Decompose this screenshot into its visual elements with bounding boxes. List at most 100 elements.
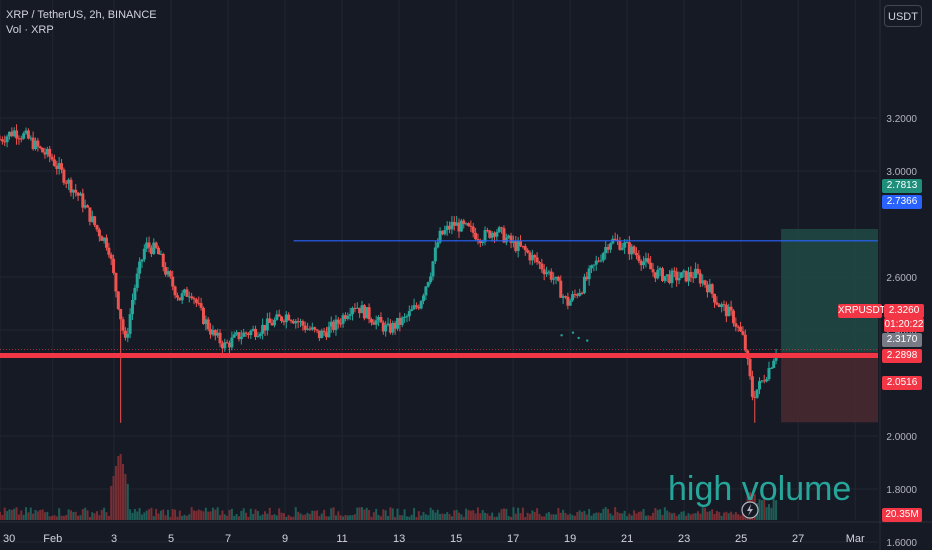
candle-body	[225, 342, 229, 344]
candle-body	[265, 318, 269, 331]
volume-bar	[221, 510, 224, 520]
candle-body	[3, 141, 7, 143]
x-tick-label: 9	[282, 533, 288, 545]
volume-bar	[590, 515, 593, 520]
candle-body	[509, 235, 513, 243]
marker-dot	[571, 331, 575, 334]
volume-bar	[226, 515, 229, 520]
volume-bar	[60, 515, 63, 520]
candle-body	[701, 280, 705, 284]
candle-body	[346, 315, 350, 319]
candle-body	[358, 307, 362, 314]
volume-bar	[334, 515, 337, 520]
candle-body	[242, 332, 246, 337]
target-zone	[781, 228, 878, 352]
volume-bar	[524, 516, 527, 520]
volume-bar	[216, 507, 219, 520]
volume-bar	[22, 514, 25, 520]
volume-bar	[694, 513, 697, 520]
volume-bar	[727, 513, 730, 520]
candle-body	[608, 243, 612, 250]
candle-body	[772, 360, 776, 368]
volume-bar	[467, 510, 470, 520]
volume-bar	[169, 516, 172, 520]
candle-body	[715, 302, 719, 305]
volume-tag: 20.35M	[882, 508, 922, 522]
candle-body	[448, 225, 452, 230]
volume-bar	[292, 516, 295, 520]
volume-bar	[313, 510, 316, 520]
volume-bar	[647, 515, 650, 520]
volume-bar	[431, 509, 434, 520]
candle-body	[710, 284, 714, 294]
entry-price-tag: 2.3170	[882, 333, 922, 347]
volume-bar	[39, 510, 42, 520]
volume-bar	[573, 515, 576, 520]
candle-body	[41, 147, 45, 153]
candle-body	[119, 309, 123, 320]
volume-bar	[339, 515, 342, 520]
candle-body	[180, 293, 184, 301]
symbol-price-tag: XRPUSDT	[838, 304, 886, 318]
candle-body	[407, 311, 411, 317]
volume-bar	[623, 510, 626, 520]
candle-body	[12, 130, 16, 137]
candle-body	[452, 221, 456, 226]
volume-bar	[583, 510, 586, 520]
candle-body	[599, 260, 603, 262]
volume-bar	[290, 516, 293, 520]
volume-bar	[604, 507, 607, 520]
volume-bar	[145, 510, 148, 520]
candle-body	[656, 269, 660, 279]
candle-body	[258, 333, 262, 336]
candle-body	[164, 267, 168, 275]
candle-body	[559, 280, 563, 298]
candle-body	[417, 306, 421, 309]
volume-bar	[410, 514, 413, 520]
candle-body	[663, 276, 667, 281]
candle-body	[308, 328, 312, 330]
candle-body	[537, 262, 541, 264]
candle-body	[474, 232, 478, 240]
candle-body	[469, 225, 473, 227]
candle-body	[183, 289, 187, 294]
candle-body	[332, 321, 336, 331]
candle-body	[45, 148, 49, 155]
volume-bar	[635, 513, 638, 520]
volume-bar	[446, 512, 449, 520]
volume-bar	[476, 507, 479, 520]
volume-bar	[687, 513, 690, 520]
candle-body	[256, 335, 260, 337]
candle-body	[294, 321, 298, 324]
volume-bar	[34, 509, 37, 520]
candle-body	[405, 316, 409, 318]
volume-bar	[628, 513, 631, 520]
volume-bar	[91, 512, 94, 520]
volume-bar	[171, 509, 174, 520]
volume-bar	[403, 509, 406, 520]
volume-bar	[233, 515, 236, 520]
currency-button[interactable]: USDT	[884, 5, 922, 27]
volume-bar	[280, 512, 283, 520]
candle-body	[38, 146, 42, 148]
candle-body	[152, 242, 156, 254]
volume-bar	[389, 507, 392, 520]
volume-bar	[306, 512, 309, 520]
candle-body	[582, 276, 586, 294]
candle-body	[620, 247, 624, 250]
volume-bar	[424, 514, 427, 520]
candle-body	[440, 230, 444, 235]
candle-body	[109, 254, 113, 259]
candle-body	[10, 131, 14, 137]
volume-bar	[287, 515, 290, 520]
volume-bar	[626, 516, 629, 520]
candle-body	[301, 321, 305, 326]
candle-body	[190, 296, 194, 299]
marker-dot	[577, 336, 580, 340]
volume-bar	[633, 510, 636, 520]
volume-bar	[552, 514, 555, 520]
candle-body	[642, 261, 646, 266]
candle-body	[36, 140, 40, 147]
candle-body	[93, 216, 97, 226]
